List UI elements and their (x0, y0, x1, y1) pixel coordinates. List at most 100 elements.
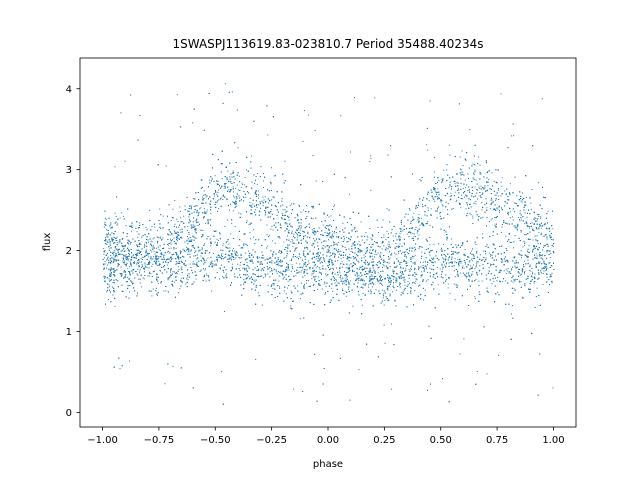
data-point (136, 244, 138, 246)
data-point (246, 186, 248, 188)
data-point (157, 240, 159, 242)
data-point (546, 238, 548, 240)
data-point (227, 170, 229, 172)
data-point (410, 247, 412, 249)
data-point (353, 242, 355, 243)
data-point (213, 252, 214, 254)
data-point (203, 194, 205, 196)
data-point (427, 279, 429, 281)
data-point (138, 278, 140, 280)
data-point (438, 197, 440, 199)
data-point (142, 259, 143, 260)
data-point (257, 292, 259, 294)
data-point (448, 144, 450, 146)
data-point (234, 203, 235, 205)
data-point (299, 233, 301, 235)
data-point (140, 257, 142, 259)
data-point (151, 251, 153, 253)
data-point (401, 261, 403, 263)
data-point (224, 83, 226, 85)
data-point (236, 197, 238, 199)
data-point (234, 225, 236, 227)
data-point (280, 271, 282, 273)
data-point (433, 156, 435, 158)
data-point (238, 175, 240, 177)
data-point (351, 245, 353, 247)
data-point (402, 277, 404, 279)
data-point (418, 247, 420, 249)
data-point (383, 236, 385, 238)
data-point (315, 258, 317, 260)
data-point (106, 291, 108, 293)
data-point (109, 280, 111, 282)
data-point (473, 173, 475, 175)
data-point (474, 298, 476, 300)
data-point (312, 261, 314, 263)
data-point (506, 270, 508, 272)
data-point (352, 305, 354, 307)
data-point (474, 186, 476, 188)
data-point (520, 231, 522, 233)
data-point (258, 204, 260, 206)
data-point (339, 272, 341, 274)
data-point (218, 239, 220, 241)
data-point (517, 266, 518, 268)
data-point (437, 188, 439, 190)
data-point (550, 256, 552, 258)
data-point (244, 184, 246, 186)
data-point (115, 240, 117, 241)
data-point (422, 204, 423, 206)
data-point (238, 245, 240, 247)
data-point (119, 253, 121, 255)
data-point (414, 254, 416, 256)
data-point (220, 197, 222, 199)
data-point (309, 268, 311, 270)
data-point (460, 207, 462, 209)
data-point (490, 263, 492, 265)
data-point (159, 237, 161, 239)
data-point (121, 238, 123, 240)
data-point (329, 258, 331, 260)
data-point (537, 243, 539, 245)
data-point (398, 261, 399, 263)
data-point (134, 261, 135, 263)
data-point (348, 264, 350, 266)
data-point (228, 189, 230, 191)
data-point (354, 263, 356, 265)
data-point (318, 271, 320, 273)
data-point (285, 256, 287, 258)
data-point (212, 265, 214, 267)
data-point (331, 235, 333, 237)
data-point (341, 266, 343, 268)
data-point (434, 190, 436, 192)
data-point (549, 230, 551, 232)
data-point (110, 273, 112, 275)
data-point (366, 235, 368, 237)
data-point (274, 174, 276, 176)
data-point (232, 201, 234, 203)
data-point (449, 184, 451, 186)
data-point (303, 232, 305, 233)
data-point (462, 265, 464, 267)
data-point (437, 284, 439, 286)
data-point (104, 217, 106, 219)
data-point (252, 203, 254, 205)
data-point (508, 271, 510, 273)
data-point (400, 253, 402, 255)
data-point (511, 313, 512, 315)
data-point (355, 257, 357, 259)
data-point (332, 269, 334, 271)
data-point (414, 276, 416, 278)
data-point (264, 196, 266, 198)
data-point (184, 205, 186, 207)
data-point (141, 266, 143, 268)
data-point (457, 259, 459, 261)
data-point (183, 264, 185, 266)
data-point (404, 251, 406, 253)
data-point (178, 257, 180, 259)
data-point (475, 200, 477, 202)
data-point (170, 243, 172, 245)
data-point (229, 249, 231, 251)
data-point (498, 253, 500, 255)
data-point (365, 232, 367, 234)
